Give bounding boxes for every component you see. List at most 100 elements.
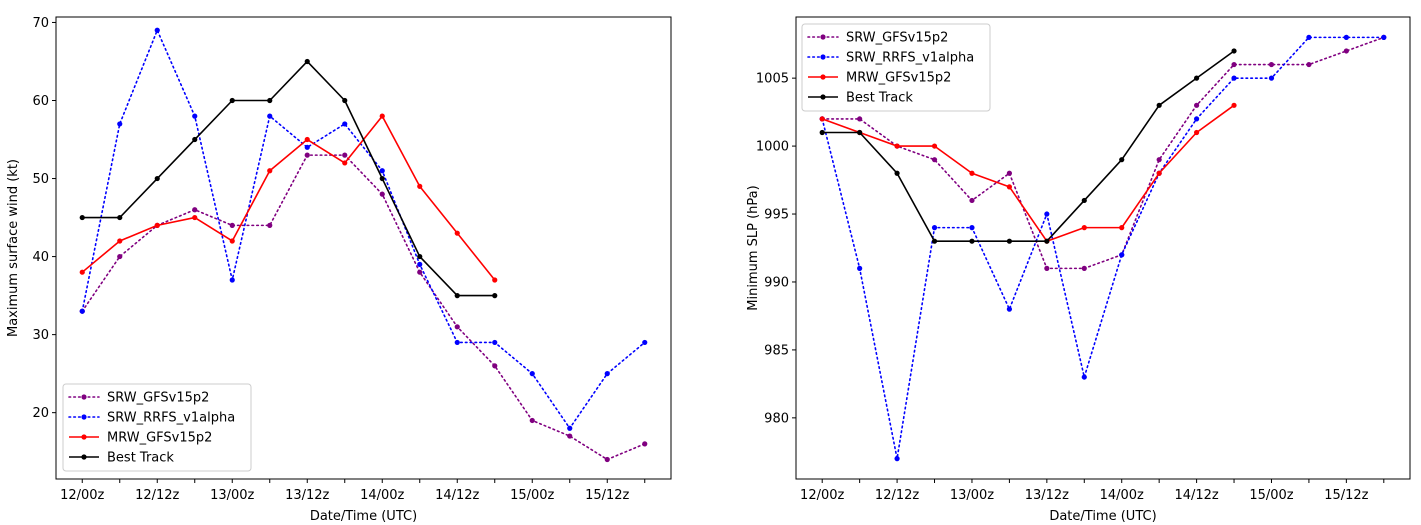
data-point <box>417 253 423 260</box>
data-point <box>529 417 535 424</box>
y-tick-label: 985 <box>764 343 789 358</box>
data-point <box>931 143 938 149</box>
x-tick-label: 14/12z <box>1174 488 1218 503</box>
plot-frame <box>795 16 1411 480</box>
y-tick-label: 40 <box>32 250 49 265</box>
data-point <box>79 308 85 314</box>
data-point <box>229 97 235 104</box>
data-point <box>567 425 573 431</box>
legend-marker <box>820 74 826 80</box>
data-point <box>304 58 310 65</box>
data-point <box>1343 34 1349 40</box>
data-point <box>379 175 385 182</box>
legend-frame <box>801 23 991 112</box>
data-point <box>1231 48 1237 54</box>
data-point <box>342 160 348 166</box>
data-point <box>1193 102 1200 108</box>
data-point <box>267 113 273 119</box>
data-point <box>492 293 498 299</box>
x-tick-label: 13/00z <box>950 488 994 503</box>
data-point <box>529 371 535 377</box>
series-line <box>821 36 1385 270</box>
data-point <box>454 339 460 346</box>
legend-label: Best Track <box>846 91 913 106</box>
data-point <box>342 121 348 127</box>
legend-marker <box>81 434 87 440</box>
data-point <box>969 197 975 204</box>
data-point <box>1343 48 1349 54</box>
data-point <box>1006 170 1013 176</box>
data-point <box>1156 170 1162 176</box>
data-point <box>79 269 85 275</box>
data-point <box>894 143 900 149</box>
data-point <box>857 116 863 122</box>
x-tick-label: 14/00z <box>1100 488 1144 503</box>
data-point <box>931 157 938 163</box>
data-point <box>1193 75 1200 81</box>
series-line <box>81 29 646 430</box>
y-tick-label: 60 <box>32 94 49 109</box>
legend-marker <box>81 414 87 420</box>
data-point <box>117 121 123 127</box>
x-tick-label: 14/12z <box>435 488 479 503</box>
legend: SRW_GFSv15p2 SRW_RRFS_v1alpha MRW_GFSv15p2… <box>801 23 991 112</box>
data-point <box>1044 238 1050 244</box>
data-point <box>894 456 900 462</box>
y-tick-label: 30 <box>32 328 49 343</box>
series-SRW_RRFS_v1alpha <box>79 27 648 431</box>
data-point <box>604 371 610 377</box>
data-point <box>492 339 498 346</box>
data-point <box>857 129 863 136</box>
legend-marker <box>81 454 87 460</box>
y-tick-label: 20 <box>32 406 49 421</box>
data-point <box>117 253 123 260</box>
x-tick-label: 12/00z <box>60 488 104 503</box>
data-point <box>267 168 273 174</box>
data-point <box>229 277 235 283</box>
data-point <box>969 238 975 244</box>
legend-label: SRW_RRFS_v1alpha <box>846 51 974 66</box>
legend-marker <box>820 94 826 100</box>
data-point <box>117 238 123 244</box>
y-tick-label: 70 <box>32 16 49 31</box>
legend-label: SRW_GFSv15p2 <box>107 391 209 406</box>
data-point <box>342 97 348 104</box>
data-point <box>192 113 198 119</box>
data-point <box>1044 211 1050 217</box>
x-tick-label: 13/12z <box>1025 488 1069 503</box>
legend-label: SRW_RRFS_v1alpha <box>107 411 235 426</box>
series-MRW_GFSv15p2 <box>819 102 1237 244</box>
data-point <box>492 363 498 369</box>
data-point <box>154 222 160 228</box>
data-point <box>492 277 498 283</box>
data-point <box>267 222 273 228</box>
data-point <box>1306 61 1312 68</box>
x-tick-label: 14/00z <box>360 488 404 503</box>
data-point <box>117 214 123 221</box>
data-point <box>454 324 460 330</box>
data-point <box>342 152 348 158</box>
data-point <box>969 225 975 231</box>
series-line <box>82 60 495 297</box>
series-Best Track <box>819 48 1237 244</box>
data-point <box>192 136 198 143</box>
x-tick-label: 15/00z <box>1249 488 1293 503</box>
data-point <box>1006 238 1013 244</box>
chart-panel-1: 20 30 40 50 60 70 12/00z 12/12z 13/00z 13/12z 14/0… <box>6 16 672 524</box>
data-point <box>1306 34 1312 40</box>
x-tick-label: 15/12z <box>1324 488 1368 503</box>
data-point <box>642 441 648 447</box>
plot-frame <box>55 16 672 480</box>
data-point <box>819 116 825 122</box>
data-point <box>304 144 310 150</box>
legend-marker <box>81 394 87 400</box>
series-SRW_RRFS_v1alpha <box>819 34 1387 462</box>
data-point <box>931 225 938 231</box>
legend-frame <box>62 383 252 472</box>
x-axis-title: Date/Time (UTC) <box>310 509 417 524</box>
data-point <box>1006 184 1013 190</box>
series-line <box>822 50 1235 243</box>
data-point <box>192 207 198 213</box>
data-point <box>969 170 975 176</box>
